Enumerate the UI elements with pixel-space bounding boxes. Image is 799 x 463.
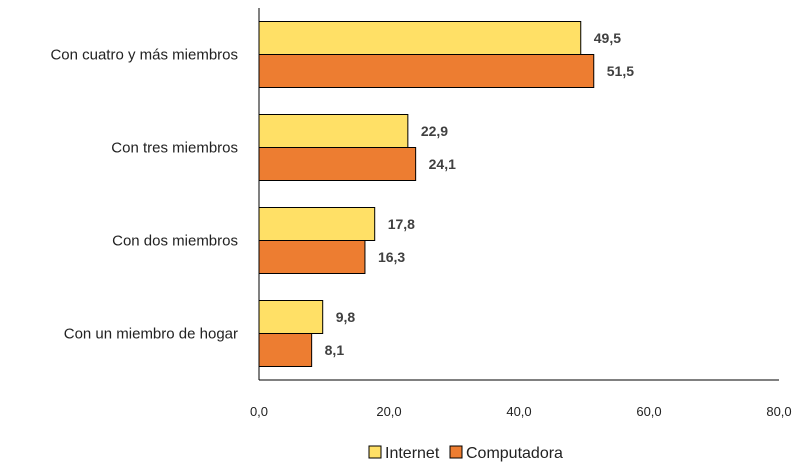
category-label: Con tres miembros — [111, 140, 238, 157]
data-label: 8,1 — [325, 342, 345, 358]
data-label: 22,9 — [421, 123, 448, 139]
data-label: 24,1 — [429, 156, 456, 172]
bar-computadora — [258, 147, 417, 181]
legend-swatch-internet — [368, 445, 382, 459]
category-label: Con dos miembros — [112, 233, 238, 250]
bar-internet — [258, 21, 582, 55]
legend: Internet Computadora — [368, 445, 563, 462]
bar-internet — [258, 207, 376, 241]
legend-swatch-computadora — [449, 445, 463, 459]
x-tick-label: 20,0 — [376, 404, 401, 419]
data-label: 16,3 — [378, 249, 405, 265]
bar-computadora — [258, 54, 595, 88]
x-tick-label: 80,0 — [766, 404, 791, 419]
x-tick-label: 40,0 — [506, 404, 531, 419]
legend-label: Computadora — [466, 445, 563, 462]
labels-layer: Con cuatro y más miembros 49,5 51,5 Con tre… — [50, 30, 634, 358]
bar-internet — [258, 114, 409, 148]
x-axis-ticks: 0,0 20,0 40,0 60,0 80,0 — [250, 404, 792, 419]
x-tick-label: 60,0 — [636, 404, 661, 419]
data-label: 9,8 — [336, 309, 356, 325]
x-tick-label: 0,0 — [250, 404, 268, 419]
bar-computadora — [258, 240, 366, 274]
data-label: 49,5 — [594, 30, 621, 46]
bars-layer — [258, 21, 595, 367]
bar-computadora — [258, 333, 313, 367]
data-label: 51,5 — [607, 63, 634, 79]
data-label: 17,8 — [388, 216, 415, 232]
category-label: Con cuatro y más miembros — [50, 47, 238, 64]
bar-internet — [258, 300, 324, 334]
legend-label: Internet — [385, 445, 440, 462]
category-label: Con un miembro de hogar — [64, 326, 238, 343]
